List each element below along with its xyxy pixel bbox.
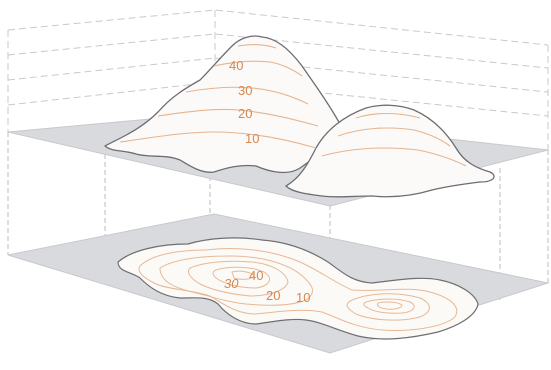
terrain-contours: [119, 44, 467, 167]
map-contour-east-outer: [346, 293, 430, 321]
terrain-contour-40: [213, 60, 303, 77]
map-label-10: 10: [296, 290, 310, 305]
small-mountain-contour-3: [355, 113, 421, 119]
terrain-contour-10: [119, 131, 317, 149]
terrain-label-20: 20: [238, 106, 252, 121]
terrain-contour-30: [185, 86, 309, 105]
map-contour-east-inner: [377, 301, 403, 310]
map-contour-40: [212, 266, 271, 289]
map-label-20: 20: [266, 288, 280, 303]
map-contour-peak: [231, 270, 255, 280]
small-mountain-contour-2: [337, 127, 451, 147]
map-contour-20: [159, 255, 314, 306]
terrain-label-30: 30: [238, 83, 252, 98]
map-contour-10: [138, 248, 458, 331]
terrain-label-40: 40: [229, 58, 243, 73]
terrain-contour-20: [157, 108, 319, 127]
terrain-label-10: 10: [245, 131, 259, 146]
map-label-30: 30: [224, 276, 239, 291]
map-contours: [138, 248, 458, 331]
terrain-contour-50: [237, 44, 277, 49]
small-mountain-contour-1: [321, 147, 467, 167]
large-mountain: [104, 35, 341, 174]
map-labels: 30 40 20 10: [224, 268, 310, 305]
small-mountain: [285, 104, 495, 198]
map-contour-east-mid: [363, 298, 415, 314]
terrain-labels: 40 30 20 10: [229, 58, 259, 146]
map-contour-30: [187, 260, 289, 297]
map-label-40: 40: [249, 268, 263, 283]
